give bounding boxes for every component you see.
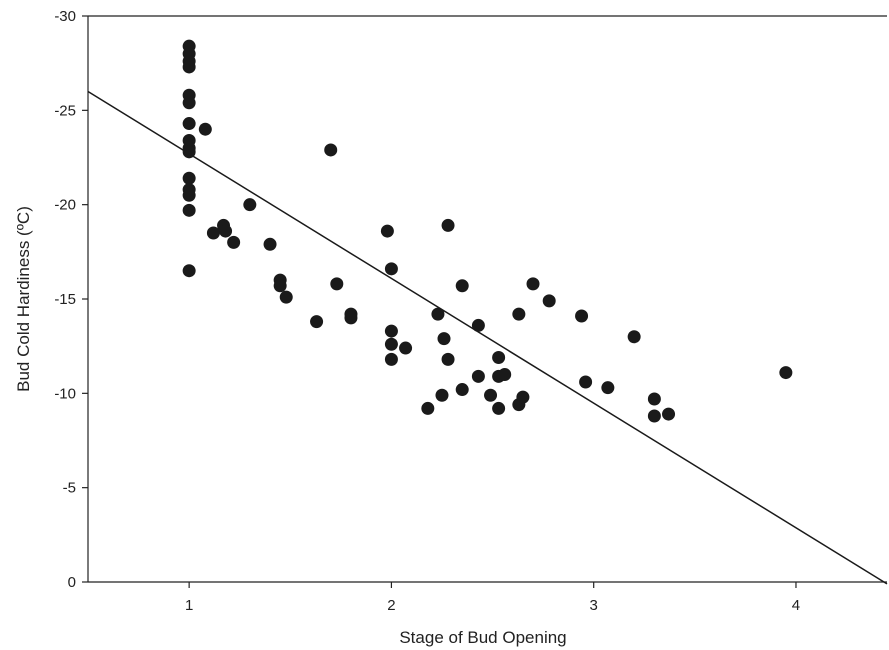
- regression-line: [87, 90, 888, 585]
- y-tick-label: -30: [54, 8, 76, 25]
- data-point: [182, 60, 196, 74]
- data-point: [601, 381, 615, 395]
- data-point: [437, 332, 451, 346]
- data-point: [484, 388, 498, 402]
- data-point: [384, 352, 398, 366]
- data-point: [344, 311, 358, 325]
- y-tick-label: -20: [54, 197, 76, 214]
- data-point: [198, 122, 212, 136]
- y-tick-label: -15: [54, 291, 76, 308]
- data-point: [219, 224, 233, 238]
- data-point: [435, 388, 449, 402]
- data-point: [471, 369, 485, 383]
- data-point: [575, 309, 589, 323]
- y-tick-label: -10: [54, 385, 76, 402]
- x-axis-ticks: 1 2 3 4: [185, 582, 800, 614]
- data-point: [384, 337, 398, 351]
- data-point: [182, 145, 196, 159]
- plot-area: [87, 15, 887, 583]
- data-point: [526, 277, 540, 291]
- data-point: [455, 279, 469, 293]
- x-tick-label: 4: [792, 597, 800, 614]
- y-tick-label: 0: [68, 574, 76, 591]
- data-point: [310, 315, 324, 329]
- x-tick-label: 3: [590, 597, 598, 614]
- data-point: [243, 198, 257, 212]
- data-point: [421, 401, 435, 415]
- data-point: [384, 324, 398, 338]
- y-axis-title: Bud Cold Hardiness (ºC): [14, 206, 33, 392]
- regression-line-layer: [87, 90, 888, 585]
- data-point: [647, 409, 661, 423]
- data-point: [779, 366, 793, 380]
- data-point: [206, 226, 220, 240]
- data-point: [273, 279, 287, 293]
- data-point: [182, 171, 196, 185]
- y-tick-label: -25: [54, 102, 76, 119]
- data-point: [330, 277, 344, 291]
- data-point: [471, 318, 485, 332]
- data-point: [492, 350, 506, 364]
- data-point: [455, 383, 469, 397]
- data-point: [647, 392, 661, 406]
- data-point: [512, 307, 526, 321]
- data-point: [279, 290, 293, 304]
- y-axis-ticks: 0 -5 -10 -15 -20 -25 -30: [54, 8, 88, 591]
- data-point: [380, 224, 394, 238]
- data-point: [431, 307, 445, 321]
- data-point: [627, 330, 641, 344]
- x-tick-label: 2: [387, 597, 395, 614]
- data-point: [542, 294, 556, 308]
- data-point: [662, 407, 676, 421]
- x-tick-label: 1: [185, 597, 193, 614]
- data-points-layer: [182, 39, 793, 423]
- data-point: [441, 352, 455, 366]
- data-point: [492, 401, 506, 415]
- data-point: [227, 235, 241, 249]
- data-point: [182, 117, 196, 131]
- data-point: [182, 96, 196, 110]
- data-point: [263, 237, 277, 251]
- data-point: [182, 264, 196, 278]
- data-point: [324, 143, 338, 157]
- data-point: [384, 262, 398, 276]
- data-point: [182, 203, 196, 217]
- data-point: [182, 188, 196, 202]
- data-point: [579, 375, 593, 389]
- y-tick-label: -5: [63, 480, 76, 497]
- data-point: [516, 390, 530, 404]
- data-point: [399, 341, 413, 355]
- x-axis-title: Stage of Bud Opening: [399, 628, 566, 647]
- data-point: [498, 367, 512, 381]
- data-point: [441, 218, 455, 232]
